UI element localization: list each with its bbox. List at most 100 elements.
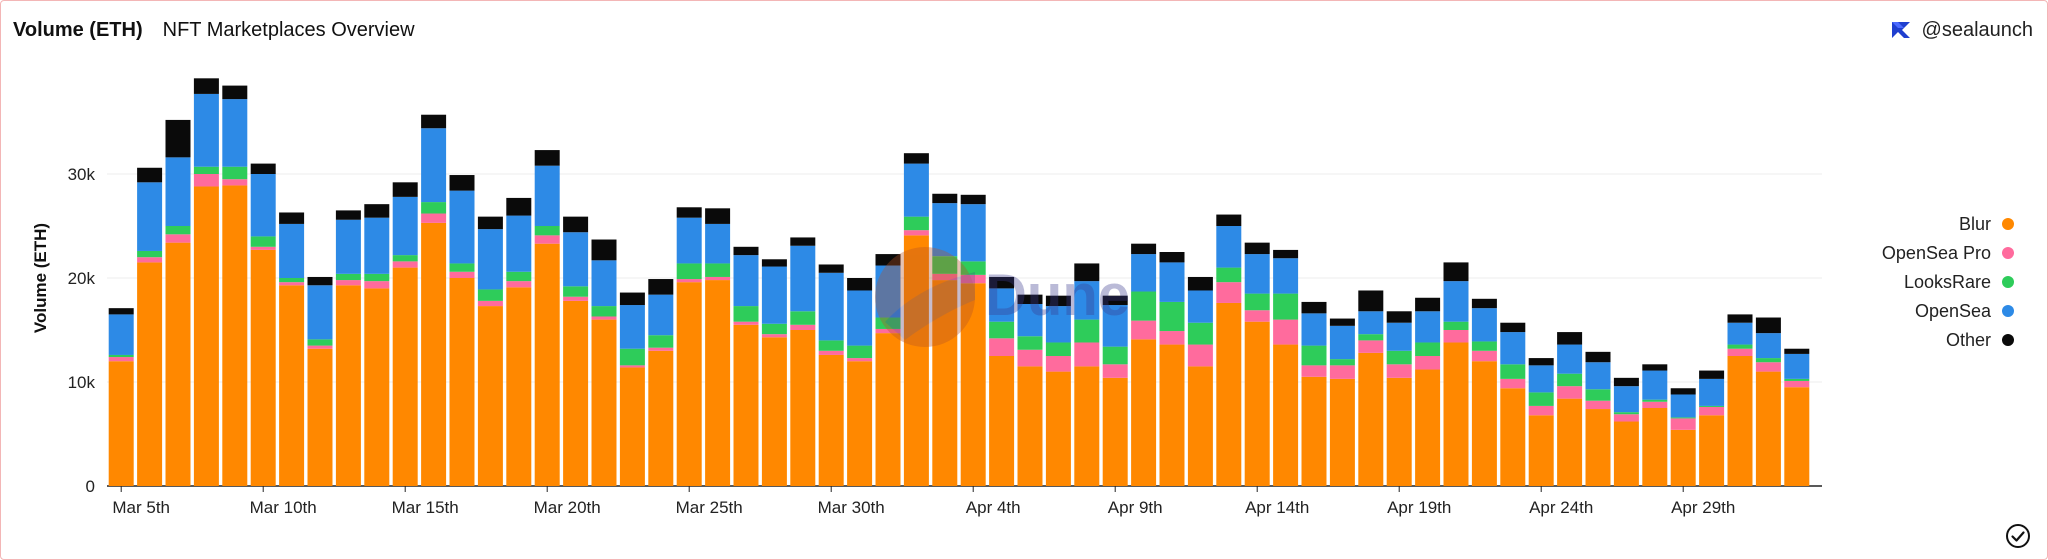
- bar-segment-looksrare[interactable]: [591, 306, 617, 317]
- bar-segment-blur[interactable]: [1102, 377, 1128, 486]
- legend-swatch[interactable]: [2002, 218, 2014, 230]
- bar-segment-looksrare[interactable]: [818, 340, 844, 351]
- bar-segment-other[interactable]: [761, 259, 787, 267]
- bar-segment-opensea[interactable]: [1415, 311, 1441, 343]
- bar-segment-other[interactable]: [534, 150, 560, 166]
- bar-segment-opensea-pro[interactable]: [960, 274, 986, 284]
- bar-segment-blur[interactable]: [875, 333, 901, 486]
- bar-segment-blur[interactable]: [1528, 415, 1554, 486]
- bar-segment-blur[interactable]: [733, 324, 759, 486]
- bar-segment-blur[interactable]: [193, 186, 219, 487]
- bar-segment-opensea[interactable]: [1784, 353, 1810, 379]
- legend-label[interactable]: OpenSea Pro: [1882, 243, 1991, 263]
- bar-segment-opensea[interactable]: [279, 223, 305, 278]
- bar-segment-opensea-pro[interactable]: [1159, 331, 1185, 345]
- bar-segment-opensea[interactable]: [1585, 362, 1611, 390]
- bar-segment-blur[interactable]: [477, 306, 503, 486]
- bar-segment-opensea[interactable]: [250, 174, 276, 237]
- bar-segment-blur[interactable]: [847, 361, 873, 486]
- check-circle-icon[interactable]: [2005, 523, 2031, 549]
- bar-segment-other[interactable]: [1500, 322, 1526, 333]
- bar-segment-looksrare[interactable]: [335, 273, 361, 281]
- bar-segment-looksrare[interactable]: [534, 226, 560, 236]
- bar-segment-opensea[interactable]: [619, 305, 645, 349]
- bar-segment-blur[interactable]: [1131, 339, 1157, 486]
- bar-segment-opensea-pro[interactable]: [1415, 356, 1441, 370]
- bar-segment-opensea-pro[interactable]: [506, 281, 532, 288]
- bar-segment-opensea-pro[interactable]: [222, 179, 248, 186]
- bar-segment-opensea-pro[interactable]: [137, 257, 163, 263]
- bar-segment-looksrare[interactable]: [1585, 389, 1611, 401]
- bar-segment-opensea[interactable]: [1727, 322, 1753, 345]
- bar-segment-looksrare[interactable]: [1301, 345, 1327, 366]
- bar-segment-blur[interactable]: [506, 287, 532, 486]
- bar-segment-other[interactable]: [1755, 317, 1781, 334]
- bar-segment-blur[interactable]: [1358, 352, 1384, 486]
- bar-segment-opensea-pro[interactable]: [563, 296, 589, 301]
- bar-segment-other[interactable]: [619, 292, 645, 306]
- bar-segment-opensea[interactable]: [307, 285, 333, 340]
- bar-segment-opensea[interactable]: [563, 232, 589, 287]
- bar-segment-blur[interactable]: [989, 356, 1015, 486]
- bar-segment-opensea-pro[interactable]: [1358, 340, 1384, 353]
- bar-segment-opensea[interactable]: [705, 223, 731, 264]
- bar-segment-looksrare[interactable]: [364, 273, 390, 282]
- bar-segment-opensea-pro[interactable]: [1784, 380, 1810, 388]
- bar-segment-blur[interactable]: [790, 330, 816, 486]
- bar-segment-opensea[interactable]: [733, 255, 759, 307]
- bar-segment-other[interactable]: [364, 204, 390, 218]
- bar-segment-blur[interactable]: [1642, 408, 1668, 486]
- bar-segment-opensea[interactable]: [335, 219, 361, 274]
- bar-segment-other[interactable]: [875, 254, 901, 266]
- bar-segment-looksrare[interactable]: [761, 323, 787, 335]
- bar-segment-opensea-pro[interactable]: [1471, 350, 1497, 362]
- bar-segment-looksrare[interactable]: [1187, 322, 1213, 345]
- bar-segment-other[interactable]: [1613, 377, 1639, 387]
- bar-segment-looksrare[interactable]: [875, 317, 901, 329]
- bar-segment-looksrare[interactable]: [1358, 334, 1384, 341]
- bar-segment-looksrare[interactable]: [1471, 341, 1497, 351]
- bar-segment-opensea-pro[interactable]: [1443, 330, 1469, 343]
- bar-segment-opensea[interactable]: [392, 196, 418, 256]
- bar-segment-other[interactable]: [250, 163, 276, 174]
- bar-segment-opensea-pro[interactable]: [847, 358, 873, 362]
- bar-segment-blur[interactable]: [165, 242, 191, 486]
- bar-segment-opensea-pro[interactable]: [1045, 356, 1071, 372]
- bar-segment-looksrare[interactable]: [1159, 301, 1185, 332]
- bar-segment-other[interactable]: [989, 276, 1015, 289]
- bar-segment-blur[interactable]: [137, 262, 163, 486]
- legend-swatch[interactable]: [2002, 334, 2014, 346]
- bar-segment-opensea-pro[interactable]: [1670, 418, 1696, 430]
- bar-segment-opensea[interactable]: [1670, 394, 1696, 418]
- bar-segment-opensea-pro[interactable]: [165, 234, 191, 243]
- bar-segment-other[interactable]: [1159, 252, 1185, 263]
- bar-segment-other[interactable]: [421, 114, 447, 129]
- bar-segment-blur[interactable]: [250, 249, 276, 486]
- bar-segment-opensea[interactable]: [222, 99, 248, 167]
- bar-segment-looksrare[interactable]: [222, 166, 248, 180]
- bar-segment-opensea-pro[interactable]: [676, 279, 702, 283]
- bar-segment-opensea[interactable]: [477, 229, 503, 290]
- bar-segment-other[interactable]: [563, 216, 589, 233]
- bar-segment-looksrare[interactable]: [506, 271, 532, 282]
- bar-segment-opensea[interactable]: [1045, 306, 1071, 343]
- bar-segment-opensea-pro[interactable]: [421, 213, 447, 223]
- bar-segment-looksrare[interactable]: [932, 256, 958, 274]
- bar-segment-opensea-pro[interactable]: [1386, 364, 1412, 378]
- bar-segment-other[interactable]: [1244, 242, 1270, 255]
- bar-segment-opensea-pro[interactable]: [193, 174, 219, 187]
- bar-segment-looksrare[interactable]: [1670, 417, 1696, 419]
- bar-segment-blur[interactable]: [1045, 371, 1071, 486]
- bar-segment-blur[interactable]: [534, 243, 560, 486]
- bar-segment-opensea-pro[interactable]: [932, 273, 958, 281]
- bar-segment-looksrare[interactable]: [705, 263, 731, 277]
- bar-segment-opensea-pro[interactable]: [1699, 406, 1725, 416]
- bar-segment-other[interactable]: [790, 237, 816, 246]
- bar-segment-opensea[interactable]: [165, 157, 191, 226]
- bar-segment-looksrare[interactable]: [1017, 336, 1043, 350]
- bar-segment-blur[interactable]: [1500, 388, 1526, 486]
- bar-segment-blur[interactable]: [1784, 387, 1810, 486]
- bar-segment-blur[interactable]: [818, 354, 844, 486]
- legend-label[interactable]: OpenSea: [1915, 301, 1992, 321]
- bar-segment-other[interactable]: [1670, 388, 1696, 395]
